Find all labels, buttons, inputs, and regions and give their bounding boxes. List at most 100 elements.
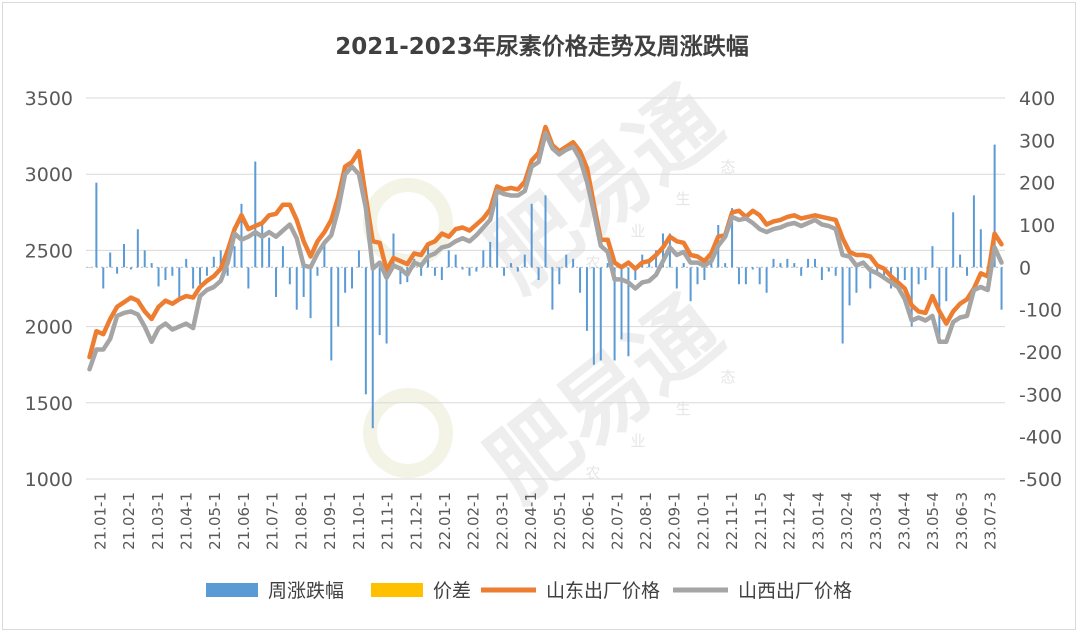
weekly-change-bar [268, 237, 271, 268]
weekly-change-bar [544, 195, 547, 268]
watermark-subtext: 生 [675, 190, 690, 208]
weekly-change-bar [102, 267, 105, 289]
legend-swatch [371, 583, 423, 597]
weekly-change-bar [337, 267, 340, 327]
weekly-change-bar [952, 212, 955, 268]
weekly-change-bar [468, 267, 471, 276]
weekly-change-bar [703, 267, 706, 281]
weekly-change-bar [489, 241, 492, 268]
weekly-change-bar [765, 267, 768, 293]
weekly-change-bar [655, 250, 658, 268]
weekly-change-bar [420, 267, 423, 276]
legend-label: 价差 [433, 580, 471, 602]
weekly-change-bar [371, 267, 374, 429]
weekly-change-bar [627, 267, 630, 357]
weekly-change-bar [254, 161, 257, 268]
weekly-change-bar [800, 267, 803, 276]
weekly-change-bar [855, 267, 858, 293]
weekly-change-bar [226, 267, 229, 276]
weekly-change-bar [945, 267, 948, 302]
price-lines [87, 124, 1004, 372]
weekly-change-bar [516, 267, 519, 272]
weekly-change-bar [758, 267, 761, 285]
watermark-subtext: 业 [630, 432, 645, 450]
weekly-change-bar [558, 267, 561, 285]
weekly-change-bar [634, 267, 637, 281]
weekly-change-bar [779, 263, 782, 268]
weekly-change-bar [330, 267, 333, 361]
weekly-change-bar [275, 267, 278, 297]
weekly-change-bar [827, 267, 830, 272]
y-right-tick-label: -400 [1019, 427, 1062, 449]
weekly-change-bar [931, 246, 934, 268]
x-tick-label: 21.03-1 [149, 492, 167, 550]
y-left-tick-label: 1000 [25, 469, 73, 491]
weekly-change-bar [965, 267, 968, 276]
x-axis: 21.01-1 21.02-1 21.03-1 21.04-1 21.05-1 21.06… [86, 478, 1005, 550]
weekly-change-bar [648, 263, 651, 268]
weekly-change-bar [675, 267, 678, 289]
weekly-change-bar [938, 267, 941, 340]
weekly-change-bar [212, 256, 215, 268]
weekly-change-bar [862, 267, 865, 268]
weekly-change-bar [682, 263, 685, 268]
weekly-change-bar [288, 267, 291, 285]
watermark-subtext: 生 [675, 400, 690, 418]
x-tick-label: 22.05-1 [551, 492, 569, 550]
y-left-tick-label: 3000 [25, 164, 73, 186]
weekly-change-bar [807, 258, 810, 268]
weekly-change-bar [385, 267, 388, 344]
weekly-change-bar [537, 267, 540, 281]
weekly-change-bar [579, 267, 582, 293]
weekly-change-bar [724, 263, 727, 268]
y-right-tick-label: -100 [1019, 300, 1062, 322]
x-tick-label: 22.01-1 [436, 492, 454, 550]
weekly-change-bar [116, 267, 119, 274]
y-right-tick-label: 400 [1019, 88, 1055, 110]
x-tick-label: 22.11-1 [723, 492, 741, 550]
weekly-change-bars [88, 144, 1003, 429]
weekly-change-bar [979, 229, 982, 268]
weekly-change-bar [786, 258, 789, 268]
weekly-change-bar [585, 267, 588, 331]
weekly-change-bar [482, 250, 485, 268]
line-shandong [87, 124, 1004, 360]
x-tick-label: 23.01-4 [809, 492, 827, 550]
x-tick-label: 21.12-1 [407, 492, 425, 550]
y-right-tick-label: -200 [1019, 342, 1062, 364]
weekly-change-bar [136, 229, 139, 268]
x-tick-label: 21.10-1 [350, 492, 368, 550]
weekly-change-bar [344, 267, 347, 293]
y-right-tick-label: 300 [1019, 130, 1055, 152]
weekly-change-bar [599, 267, 602, 361]
weekly-change-bar [433, 267, 436, 276]
x-tick-label: 22.11-5 [752, 492, 770, 550]
line-shanxi [87, 130, 1004, 372]
y-left-tick-label: 2500 [25, 240, 73, 262]
x-tick-label: 21.02-1 [120, 492, 138, 550]
weekly-change-bar [772, 258, 775, 268]
chart-title: 2021-2023年尿素价格走势及周涨跌幅 [335, 33, 749, 60]
x-tick-label: 22.09-1 [666, 492, 684, 550]
weekly-change-bar [143, 250, 146, 268]
weekly-change-bar [959, 254, 962, 268]
legend: 周涨跌幅 价差 山东出厂价格 山西出厂价格 [206, 580, 852, 602]
weekly-change-bar [109, 252, 112, 268]
weekly-change-bar [295, 267, 298, 310]
weekly-change-bar [834, 267, 837, 276]
weekly-change-bar [364, 267, 367, 395]
weekly-change-bar [378, 267, 381, 336]
weekly-change-bar [233, 246, 236, 268]
weekly-change-bar [813, 258, 816, 268]
y-right-tick-label: 0 [1019, 257, 1031, 279]
weekly-change-bar [219, 250, 222, 268]
y-left-tick-label: 1500 [25, 393, 73, 415]
watermark-subtext: 业 [630, 222, 645, 240]
x-tick-label: 23.07-3 [982, 492, 1000, 550]
watermark-logo-icon [363, 388, 453, 478]
weekly-change-bar [793, 263, 796, 268]
x-tick-label: 21.09-1 [321, 492, 339, 550]
x-tick-label: 23.03-4 [867, 492, 885, 550]
x-tick-label: 23.04-4 [895, 492, 913, 550]
